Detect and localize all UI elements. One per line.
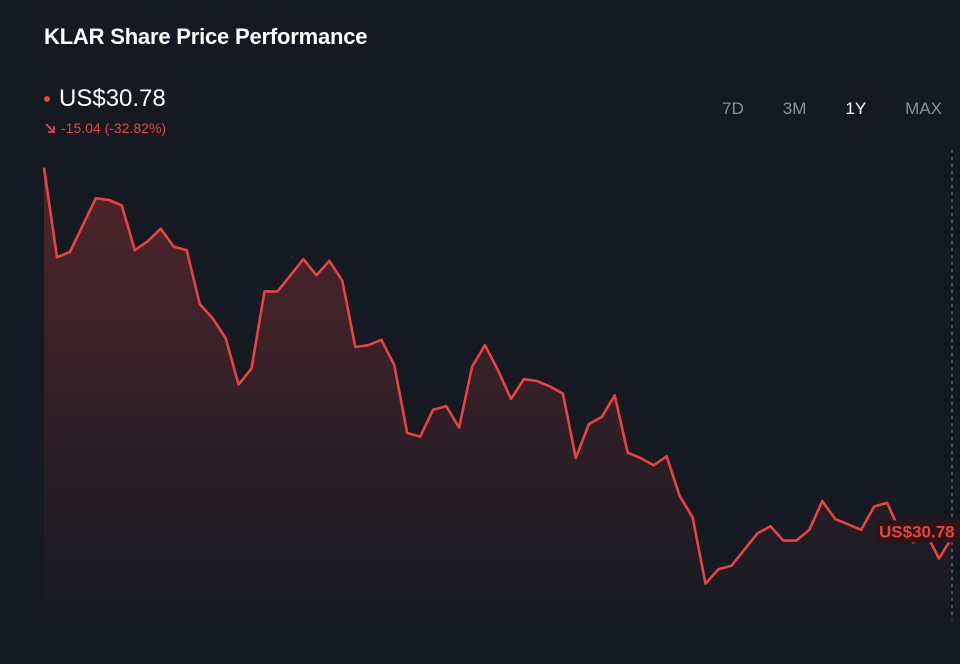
last-value-label-bg bbox=[876, 520, 960, 543]
last-value-label: US$30.78 bbox=[879, 522, 955, 541]
price-row: US$30.78 bbox=[44, 85, 166, 113]
tab-3m[interactable]: 3M bbox=[782, 99, 807, 118]
price-series-line bbox=[42, 167, 954, 585]
arrow-down-right-icon bbox=[45, 123, 55, 133]
tab-1y[interactable]: 1Y bbox=[845, 99, 867, 118]
range-tabs: 7D 3M 1Y MAX bbox=[683, 99, 942, 119]
price-change: -15.04 (-32.82%) bbox=[44, 120, 166, 136]
tab-max[interactable]: MAX bbox=[905, 99, 942, 118]
price-change-value: -15.04 (-32.82%) bbox=[61, 120, 167, 136]
tab-7d[interactable]: 7D bbox=[722, 99, 744, 118]
page-title: KLAR Share Price Performance bbox=[44, 24, 368, 49]
dot-icon bbox=[44, 96, 50, 102]
price-area-fill bbox=[44, 167, 952, 600]
current-price: US$30.78 bbox=[59, 85, 166, 112]
